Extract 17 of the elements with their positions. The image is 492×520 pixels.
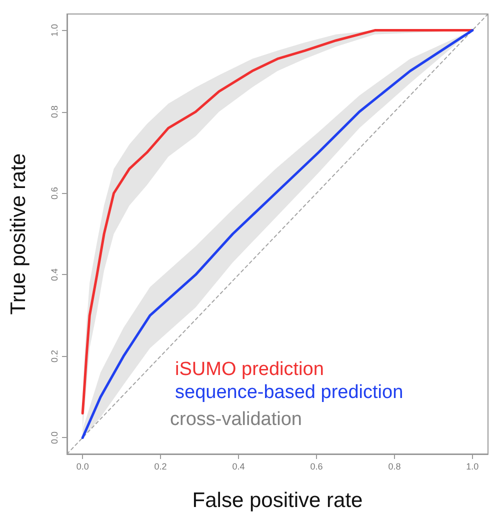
y-tick-label: 0.4 [50,268,60,281]
y-tick-label: 0.8 [50,106,60,118]
x-tick-label: 1.0 [466,462,479,472]
y-tick-label: 0.6 [50,187,60,200]
x-tick-label: 0.6 [310,462,323,472]
y-tick-label: 1.0 [50,24,60,37]
x-tick-label: 0.2 [154,462,167,472]
text: iSUMO prediction [175,359,324,380]
x-tick-label: 0.4 [232,462,245,472]
y-tick-label: 0.0 [50,431,60,444]
y-tick-label: 0.2 [50,350,60,362]
annotation: cross-validation [170,409,302,430]
text: sequence-based prediction [175,382,404,403]
x-tick-label: 0.8 [388,462,401,472]
y-axis-title: True positive rate [7,153,30,315]
x-tick-label: 0.0 [76,462,89,472]
x-axis-title: False positive rate [192,489,363,512]
